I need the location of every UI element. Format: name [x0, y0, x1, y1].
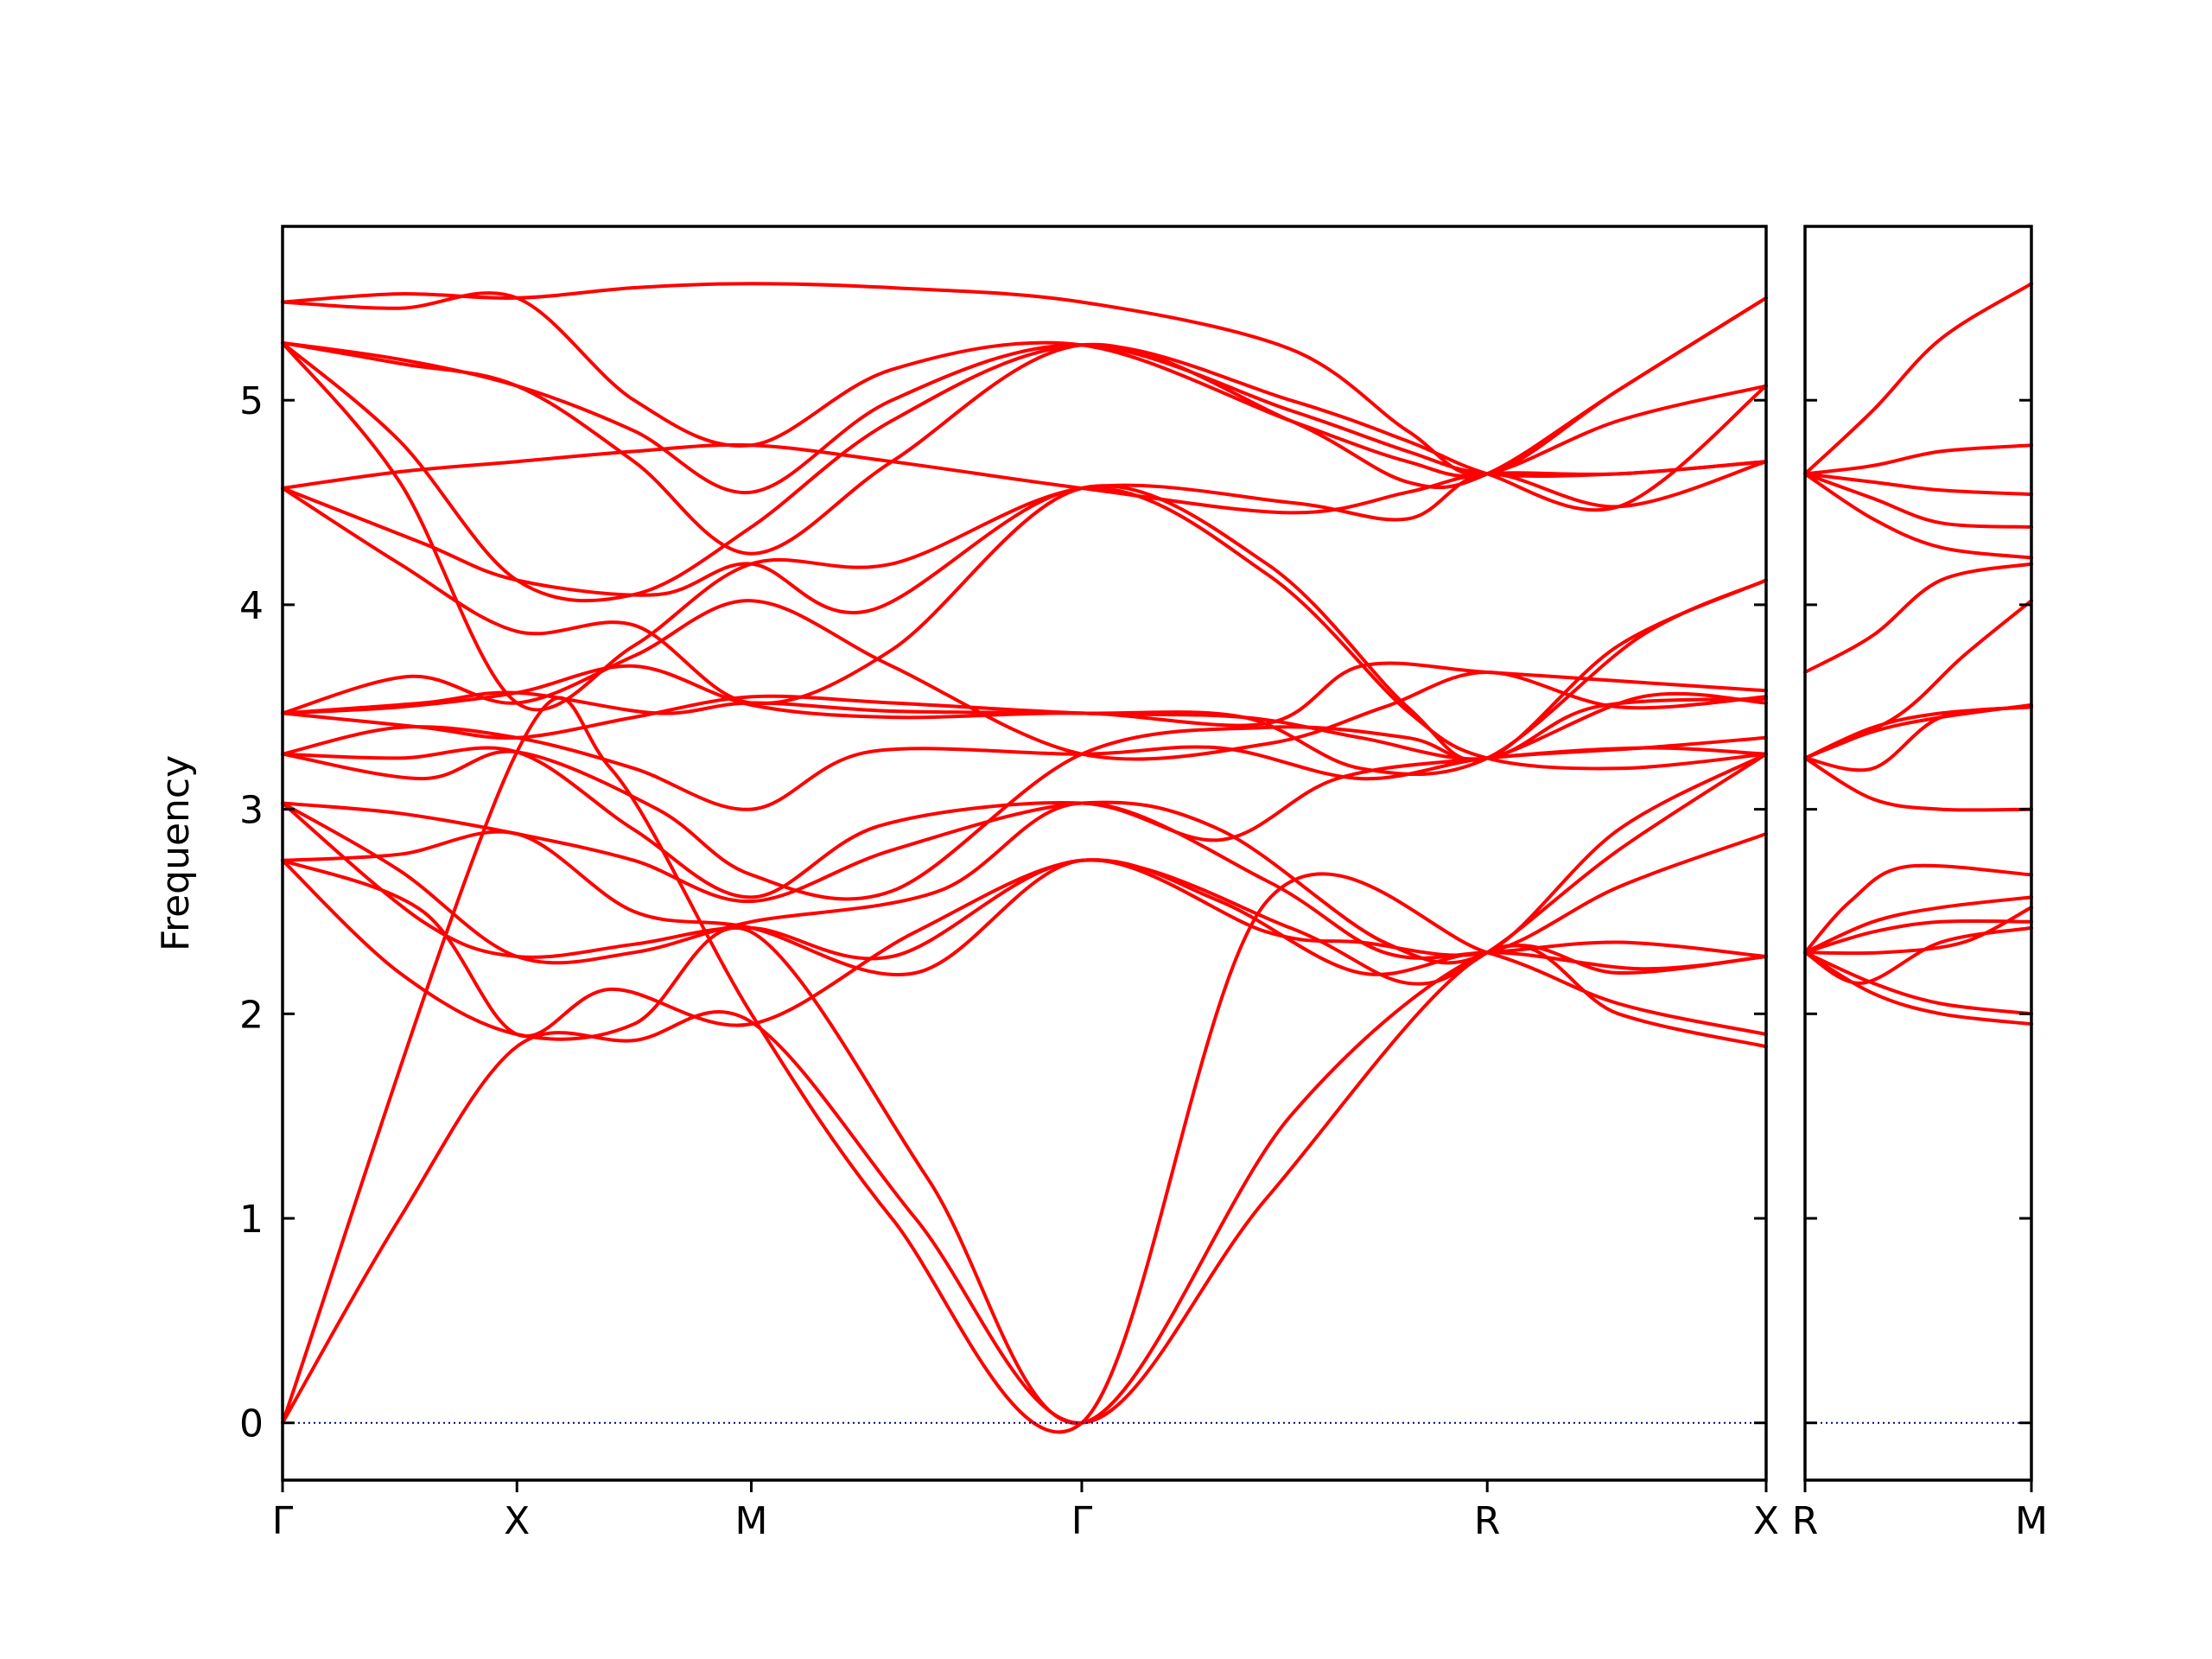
band-left-18 — [281, 442, 1768, 515]
right-ticks — [1803, 398, 2033, 1492]
band-right-2 — [1803, 950, 2033, 1016]
y-tick-label-3: 3 — [239, 789, 264, 833]
band-left-10 — [281, 691, 1768, 901]
y-axis-label: Frequency — [154, 755, 198, 951]
panel-left: Γ X M Γ R X 0 1 2 3 4 5 — [239, 225, 1779, 1543]
band-right-6 — [1803, 895, 2033, 955]
x-tick-label-5: X — [1753, 1499, 1779, 1543]
band-left-7 — [281, 801, 1768, 965]
band-right-13 — [1803, 562, 2033, 674]
band-left-22 — [281, 340, 1768, 495]
band-left-24 — [281, 282, 1768, 477]
x-tick-label-4: R — [1474, 1499, 1501, 1543]
band-left-20 — [281, 340, 1768, 603]
band-right-14 — [1803, 472, 2033, 560]
left-ticks — [281, 398, 1768, 1492]
band-right-8 — [1803, 756, 2033, 812]
right-bands — [1803, 282, 2033, 1027]
band-left-23 — [281, 291, 1768, 478]
x-tick-label-0: R — [1792, 1499, 1819, 1543]
band-left-19 — [281, 340, 1768, 712]
band-right-4 — [1803, 906, 2033, 956]
band-left-21 — [281, 296, 1768, 556]
band-right-1 — [1803, 950, 2033, 1027]
y-tick-label-0: 0 — [239, 1402, 264, 1446]
y-tick-label-5: 5 — [239, 379, 264, 423]
band-left-9 — [281, 746, 1768, 899]
band-left-14 — [281, 694, 1768, 761]
x-tick-label-0: Γ — [272, 1499, 294, 1543]
band-right-12 — [1803, 599, 2033, 760]
y-tick-labels: 0 1 2 3 4 5 — [239, 379, 264, 1446]
x-tick-label-1: M — [2015, 1499, 2048, 1543]
left-bands — [281, 282, 1768, 1433]
left-frame — [281, 225, 1768, 1482]
band-left-16 — [281, 484, 1768, 762]
y-tick-label-2: 2 — [239, 993, 264, 1037]
x-tick-label-1: X — [504, 1499, 530, 1543]
band-right-5 — [1803, 918, 2033, 955]
band-right-3 — [1803, 925, 2033, 985]
y-tick-label-1: 1 — [239, 1198, 264, 1242]
right-frame — [1803, 225, 2033, 1482]
y-tick-label-4: 4 — [239, 584, 264, 628]
band-right-16 — [1803, 472, 2033, 497]
x-tick-label-2: M — [735, 1499, 768, 1543]
band-right-15 — [1803, 472, 2033, 529]
band-left-2 — [281, 696, 1768, 1433]
x-tick-label-3: Γ — [1071, 1499, 1093, 1543]
band-right-17 — [1803, 443, 2033, 476]
band-left-1 — [281, 944, 1768, 1425]
band-right-18 — [1803, 282, 2033, 476]
band-right-7 — [1803, 863, 2033, 955]
band-left-8 — [281, 752, 1768, 965]
band-left-3 — [281, 858, 1768, 1425]
